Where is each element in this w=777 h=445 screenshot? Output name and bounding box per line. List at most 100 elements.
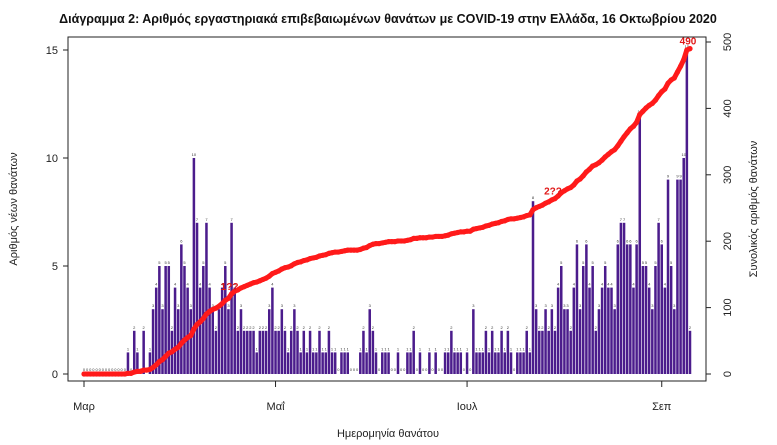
y-axis-right: 0 100 200 300 400 500 <box>706 33 734 377</box>
cumulative-point-day-37 <box>197 319 203 325</box>
bar-label-day-161: 4 <box>588 282 591 287</box>
bar-label-day-0: 0 <box>83 367 86 372</box>
bar-day-59 <box>267 309 271 374</box>
cumulative-point-day-30 <box>175 344 181 350</box>
bar-label-day-48: 4 <box>234 282 237 287</box>
bar-label-day-191: 10 <box>681 152 686 157</box>
bar-day-191 <box>682 158 685 374</box>
bar-day-180 <box>647 287 651 374</box>
bar-day-82 <box>340 352 343 374</box>
x-tick-label-0: Μαρ <box>73 401 95 413</box>
chart-title: Διάγραμμα 2: Αριθμός εργαστηριακά επιβεβ… <box>59 12 717 26</box>
bar-label-day-162: 5 <box>592 260 595 265</box>
bar-day-193 <box>688 330 692 374</box>
bar-label-day-9: 0 <box>111 367 114 372</box>
bar-day-71 <box>305 352 309 374</box>
bar-day-146 <box>541 330 544 374</box>
bar-label-day-56: 2 <box>259 325 262 330</box>
bar-day-127 <box>481 352 485 374</box>
bar-day-51 <box>242 330 246 374</box>
bar-label-day-154: 3 <box>566 303 569 308</box>
bar-day-107 <box>418 352 422 374</box>
bar-day-84 <box>346 352 350 374</box>
bar-day-179 <box>644 266 648 374</box>
bar-day-34 <box>189 309 193 374</box>
bar-label-day-175: 4 <box>632 282 635 287</box>
bar-label-day-67: 3 <box>293 303 296 308</box>
bar-label-day-113: 0 <box>438 367 441 372</box>
bar-label-day-93: 1 <box>375 346 378 351</box>
bar-label-day-170: 6 <box>617 238 620 243</box>
y-axis-left-label: Αριθμός νέων θανάτων <box>8 152 20 266</box>
bar-label-day-115: 1 <box>444 346 447 351</box>
cumulative-point-day-193 <box>687 46 693 52</box>
bar-label-day-26: 5 <box>165 260 168 265</box>
bar-day-172 <box>622 222 626 374</box>
bar-day-139 <box>519 352 522 374</box>
bar-label-day-15: 0 <box>130 367 133 372</box>
bar-day-164 <box>597 309 601 374</box>
bar-day-76 <box>321 352 324 374</box>
bar-day-135 <box>506 330 510 374</box>
bar-label-day-185: 4 <box>664 282 667 287</box>
bar-label-day-84: 1 <box>347 346 350 351</box>
bar-day-155 <box>569 330 572 374</box>
cumulative-point-day-38 <box>200 315 206 322</box>
bar-label-day-149: 3 <box>551 303 554 308</box>
bar-day-36 <box>195 222 199 374</box>
bar-label-day-32: 5 <box>183 260 186 265</box>
bar-label-day-179: 5 <box>645 260 648 265</box>
bar-day-69 <box>299 352 302 374</box>
y-right-tick-label-2: 200 <box>722 232 734 250</box>
bar-day-95 <box>381 352 384 374</box>
bar-day-43 <box>217 309 221 374</box>
bar-day-77 <box>324 352 328 374</box>
bar-label-day-107: 1 <box>419 346 422 351</box>
bar-label-day-38: 5 <box>202 260 205 265</box>
bar-day-153 <box>563 309 566 374</box>
bar-label-day-188: 3 <box>673 303 676 308</box>
bar-day-134 <box>503 352 507 374</box>
bar-label-day-172: 7 <box>623 217 626 222</box>
bar-label-day-24: 5 <box>158 260 161 265</box>
bar-day-37 <box>198 287 202 374</box>
bar-day-145 <box>538 330 541 374</box>
bar-day-49 <box>236 330 240 374</box>
cumulative-point-day-183 <box>656 92 662 99</box>
bar-label-day-159: 5 <box>582 260 585 265</box>
bar-day-41 <box>211 309 214 374</box>
bar-label-day-96: 1 <box>384 346 387 351</box>
cumulative-point-day-171 <box>618 138 624 144</box>
x-axis-label: Ημερομηνία θανάτου <box>337 428 439 440</box>
bar-label-day-11: 0 <box>117 367 120 372</box>
bar-day-61 <box>274 330 277 374</box>
bar-day-190 <box>679 179 682 374</box>
bar-label-day-82: 1 <box>340 346 343 351</box>
bar-day-74 <box>315 352 318 374</box>
y-right-tick-label-3: 300 <box>722 166 734 184</box>
bar-label-day-145: 2 <box>538 325 541 330</box>
bar-label-day-158: 3 <box>579 303 582 308</box>
bar-label-day-30: 3 <box>177 303 180 308</box>
bar-label-day-13: 0 <box>124 367 127 372</box>
cumulative-point-day-170 <box>615 143 621 149</box>
bar-label-day-47: 7 <box>230 217 233 222</box>
cumulative-point-day-169 <box>612 147 618 153</box>
bar-day-60 <box>271 287 274 374</box>
bar-label-day-163: 2 <box>595 325 598 330</box>
bar-label-day-138: 1 <box>516 346 519 351</box>
bar-label-day-112: 1 <box>435 346 438 351</box>
bar-label-day-168: 4 <box>610 282 613 287</box>
bar-label-day-79: 1 <box>331 346 334 351</box>
bar-label-day-100: 1 <box>397 346 400 351</box>
bar-label-day-65: 1 <box>287 346 290 351</box>
bar-day-25 <box>161 309 164 374</box>
bar-label-day-167: 4 <box>607 282 610 287</box>
bar-day-151 <box>556 287 560 374</box>
bar-day-97 <box>387 352 390 374</box>
bar-label-day-110: 1 <box>428 346 431 351</box>
bar-label-day-22: 3 <box>152 303 155 308</box>
bar-day-165 <box>600 287 604 374</box>
cumulative-label-2: 490 <box>680 37 697 48</box>
bar-label-day-180: 4 <box>648 282 651 287</box>
